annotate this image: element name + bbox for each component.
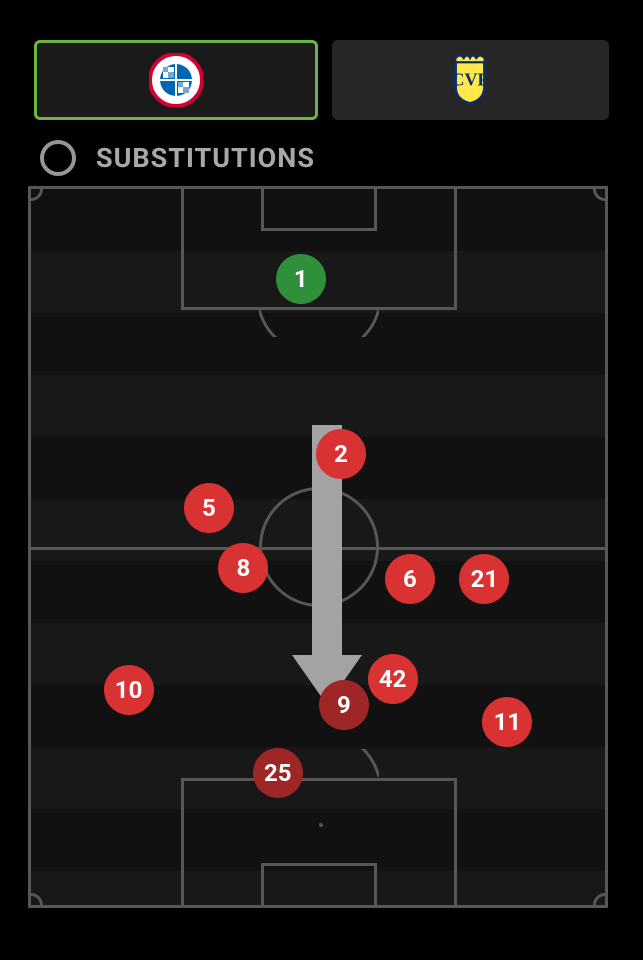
bayern-crest-icon xyxy=(149,53,203,107)
bottom-goal-box xyxy=(261,863,377,908)
pitch-container: 1258621104211925 xyxy=(0,186,643,908)
substitutions-label: SUBSTITUTIONS xyxy=(96,142,315,174)
substitutions-row[interactable]: SUBSTITUTIONS xyxy=(0,120,643,186)
player-marker-42[interactable]: 42 xyxy=(368,654,418,704)
player-marker-9[interactable]: 9 xyxy=(319,680,369,730)
team-tab-row: CVF xyxy=(0,0,643,120)
player-marker-25[interactable]: 25 xyxy=(253,748,303,798)
corner-tl xyxy=(28,186,43,201)
top-goal-box xyxy=(261,186,377,231)
player-marker-5[interactable]: 5 xyxy=(184,483,234,533)
player-marker-10[interactable]: 10 xyxy=(104,665,154,715)
villarreal-crest-icon: CVF xyxy=(443,53,497,107)
player-marker-6[interactable]: 6 xyxy=(385,554,435,604)
player-marker-21[interactable]: 21 xyxy=(459,554,509,604)
team-tab-home[interactable] xyxy=(34,40,318,120)
player-marker-8[interactable]: 8 xyxy=(218,543,268,593)
player-marker-1[interactable]: 1 xyxy=(276,254,326,304)
corner-tr xyxy=(593,186,608,201)
player-marker-2[interactable]: 2 xyxy=(316,429,366,479)
pitch: 1258621104211925 xyxy=(28,186,608,908)
svg-text:CVF: CVF xyxy=(452,69,489,89)
substitutions-icon xyxy=(40,140,76,176)
player-marker-11[interactable]: 11 xyxy=(482,697,532,747)
top-penalty-arc xyxy=(259,309,379,337)
team-tab-away[interactable]: CVF xyxy=(332,40,610,120)
bottom-penalty-spot xyxy=(319,823,323,827)
